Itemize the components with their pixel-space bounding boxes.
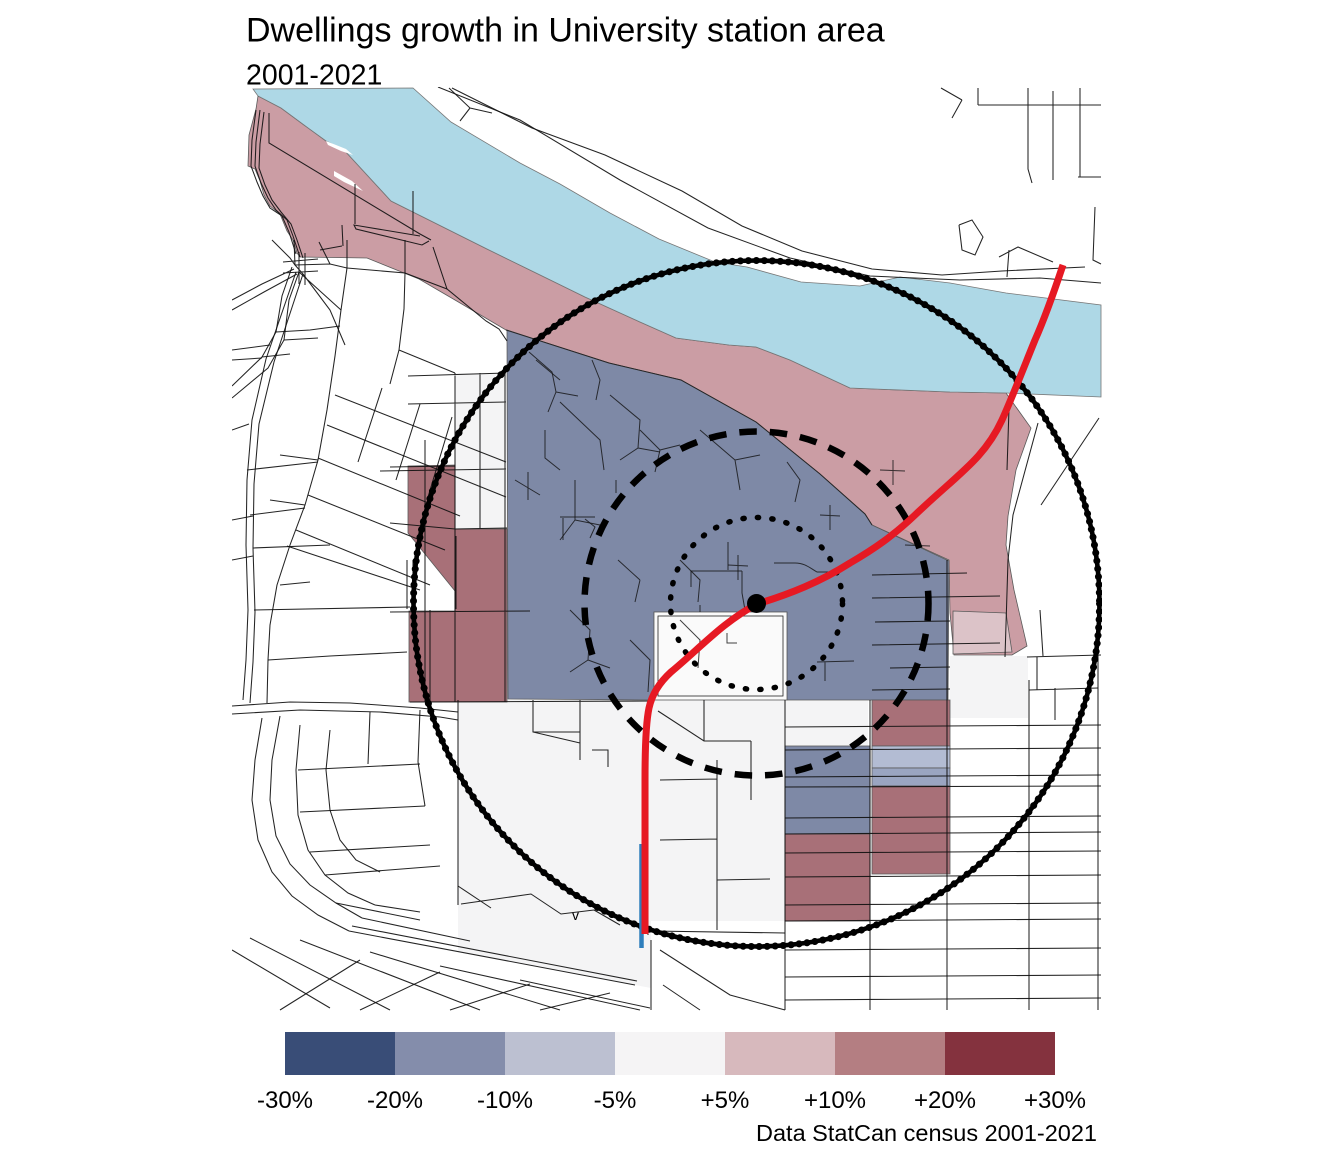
svg-text:Dwellings growth in University: Dwellings growth in University station a… (246, 12, 885, 50)
svg-text:-30%: -30% (257, 1087, 313, 1114)
svg-text:+10%: +10% (804, 1087, 866, 1114)
svg-text:v: v (572, 907, 579, 923)
svg-text:+20%: +20% (914, 1087, 976, 1114)
svg-text:-10%: -10% (477, 1087, 533, 1114)
svg-text:+30%: +30% (1024, 1087, 1086, 1114)
svg-text:+5%: +5% (701, 1087, 750, 1114)
svg-text:2001-2021: 2001-2021 (246, 60, 382, 92)
svg-text:Data StatCan census 2001-2021: Data StatCan census 2001-2021 (756, 1120, 1097, 1146)
svg-text:-5%: -5% (594, 1087, 637, 1114)
svg-text:-20%: -20% (367, 1087, 423, 1114)
